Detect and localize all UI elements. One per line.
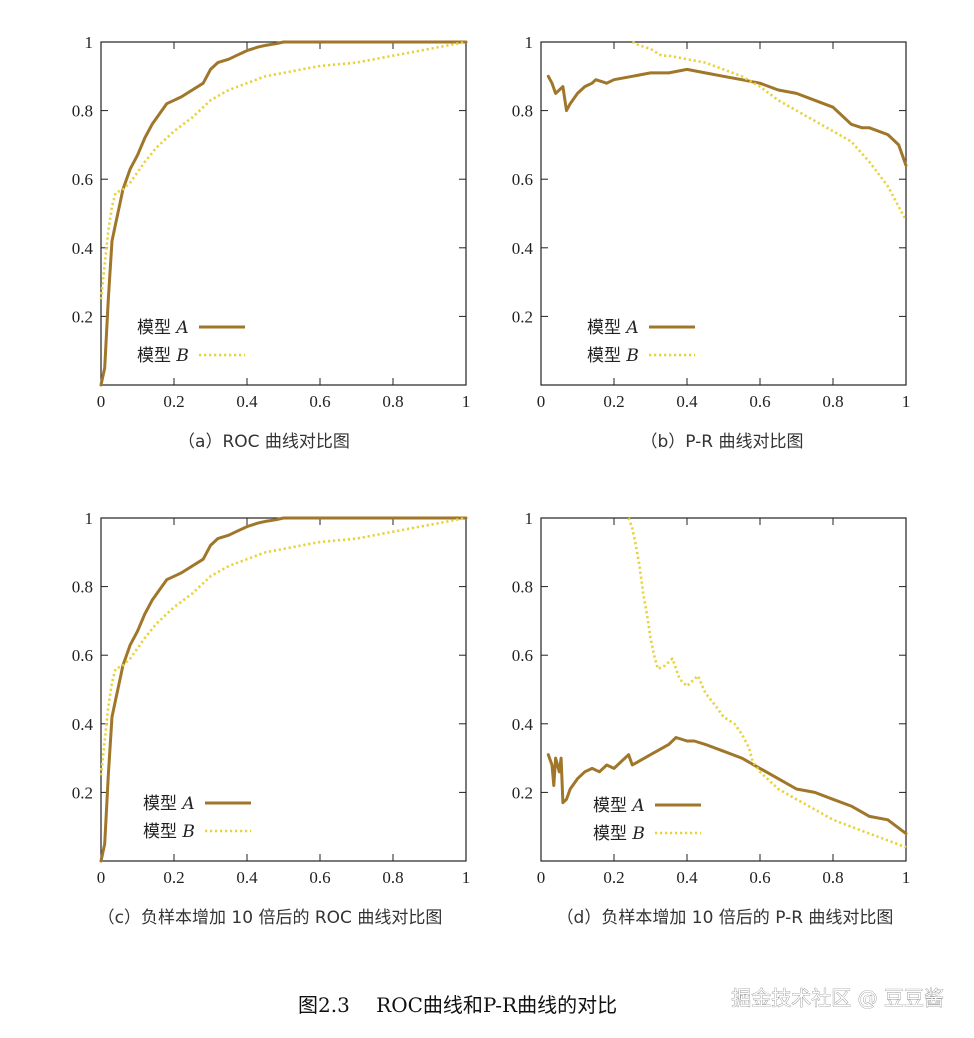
y-tick-label: 0.8 — [72, 102, 93, 121]
y-tick-label: 0.6 — [72, 170, 93, 189]
x-tick-label: 0 — [97, 392, 106, 411]
y-tick-label: 0.6 — [512, 170, 533, 189]
x-tick-label: 0.6 — [309, 868, 330, 887]
watermark-text: 掘金技术社区 @ 豆豆酱 — [731, 986, 944, 1010]
y-tick-label: 0.4 — [512, 715, 534, 734]
x-tick-label: 0.6 — [749, 392, 770, 411]
legend-label-model-a: 模型 A — [587, 318, 639, 338]
legend: 模型 A 模型 B — [593, 796, 701, 844]
legend-label-model-b: 模型 B — [593, 824, 645, 844]
x-tick-label: 1 — [462, 868, 471, 887]
y-tick-label: 0.2 — [72, 307, 93, 326]
y-tick-label: 0.4 — [512, 239, 534, 258]
x-tick-label: 0.6 — [309, 392, 330, 411]
x-tick-label: 1 — [902, 868, 911, 887]
x-tick-label: 0.8 — [822, 392, 843, 411]
y-tick-label: 1 — [525, 33, 534, 52]
chart-panel-4: 0 0.2 0.4 0.6 0.8 1 0.2 0.4 0.6 0.8 1 模型 A 模型 B （d）负样… — [512, 509, 911, 928]
chart-panel-2: 0 0.2 0.4 0.6 0.8 1 0.2 0.4 0.6 0.8 1 模型 A 模型 B （b）P-… — [512, 33, 911, 452]
y-tick-label: 0.6 — [72, 646, 93, 665]
x-tick-label: 1 — [462, 392, 471, 411]
y-tick-label: 1 — [85, 33, 94, 52]
legend: 模型 A 模型 B — [587, 318, 695, 366]
x-tick-label: 0.4 — [236, 392, 258, 411]
x-tick-label: 0.8 — [382, 392, 403, 411]
legend-label-model-a: 模型 A — [143, 794, 195, 814]
series-line-model-b — [99, 516, 467, 776]
plot-frame — [540, 517, 907, 862]
x-tick-label: 0.4 — [236, 868, 258, 887]
x-tick-label: 0 — [537, 868, 546, 887]
y-tick-label: 0.8 — [512, 578, 533, 597]
x-tick-label: 0.6 — [749, 868, 770, 887]
y-tick-label: 0.6 — [512, 646, 533, 665]
chart-panel-1: 0 0.2 0.4 0.6 0.8 1 0.2 0.4 0.6 0.8 1 模型 A 模型 B （a）RO… — [72, 33, 471, 452]
series-line-model-a — [99, 40, 468, 387]
x-tick-label: 0 — [537, 392, 546, 411]
panel-caption: （b）P-R 曲线对比图 — [640, 432, 803, 452]
y-tick-label: 0.2 — [512, 783, 533, 802]
series-line-model-b — [627, 517, 907, 849]
legend-label-model-a: 模型 A — [137, 318, 189, 338]
legend-label-model-b: 模型 B — [137, 346, 189, 366]
legend-label-model-b: 模型 B — [143, 822, 195, 842]
series-line-model-b — [631, 40, 908, 222]
x-tick-label: 0.2 — [603, 392, 624, 411]
x-tick-label: 0.4 — [676, 392, 698, 411]
legend: 模型 A 模型 B — [137, 318, 245, 366]
series-line-model-a — [99, 516, 468, 863]
x-tick-label: 0.8 — [382, 868, 403, 887]
panel-caption: （a）ROC 曲线对比图 — [178, 432, 350, 452]
x-tick-label: 0.2 — [163, 868, 184, 887]
y-tick-label: 0.8 — [72, 578, 93, 597]
x-tick-label: 0.8 — [822, 868, 843, 887]
figure-caption: 图2.3 ROC曲线和P-R曲线的对比 — [298, 993, 617, 1017]
chart-panel-3: 0 0.2 0.4 0.6 0.8 1 0.2 0.4 0.6 0.8 1 模型 A 模型 B （c）负样… — [72, 509, 471, 928]
legend-label-model-b: 模型 B — [587, 346, 639, 366]
panel-caption: （d）负样本增加 10 倍后的 P-R 曲线对比图 — [557, 908, 894, 928]
y-tick-label: 0.4 — [72, 239, 94, 258]
y-tick-label: 0.8 — [512, 102, 533, 121]
y-tick-label: 0.2 — [72, 783, 93, 802]
y-tick-label: 1 — [85, 509, 94, 528]
x-tick-label: 0 — [97, 868, 106, 887]
legend-label-model-a: 模型 A — [593, 796, 645, 816]
y-tick-label: 1 — [525, 509, 534, 528]
legend: 模型 A 模型 B — [143, 794, 251, 842]
plot-frame — [540, 41, 907, 386]
x-tick-label: 0.2 — [163, 392, 184, 411]
x-tick-label: 0.4 — [676, 868, 698, 887]
y-tick-label: 0.4 — [72, 715, 94, 734]
x-tick-label: 1 — [902, 392, 911, 411]
x-tick-label: 0.2 — [603, 868, 624, 887]
series-line-model-b — [99, 40, 467, 300]
panel-caption: （c）负样本增加 10 倍后的 ROC 曲线对比图 — [98, 908, 443, 928]
series-line-model-a — [546, 736, 908, 836]
series-line-model-a — [546, 67, 908, 167]
y-tick-label: 0.2 — [512, 307, 533, 326]
